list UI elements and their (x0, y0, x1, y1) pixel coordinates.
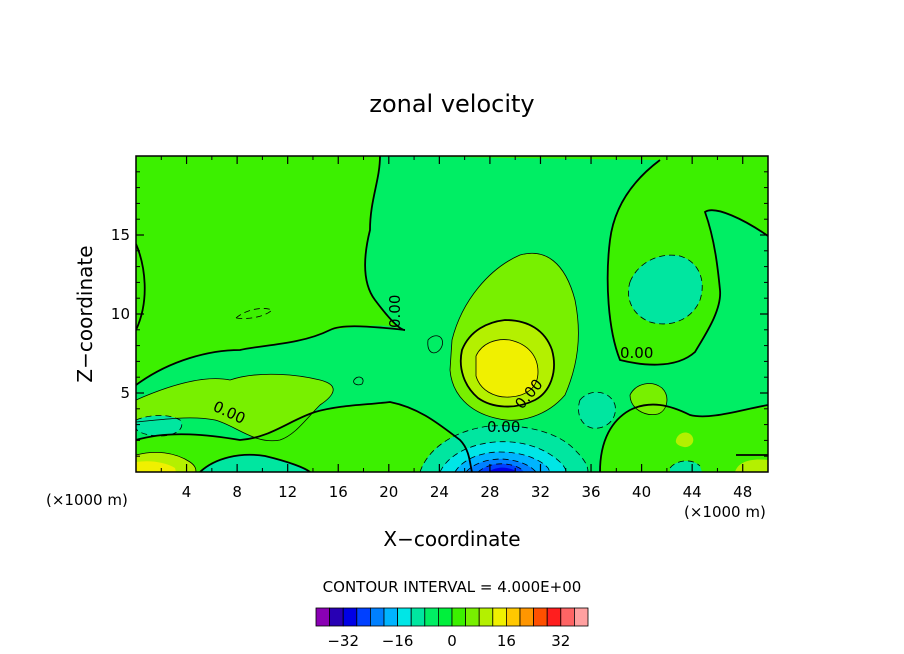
colorbar-tick-label: −32 (327, 632, 359, 650)
y-tick-label: 15 (111, 226, 130, 244)
mid-left-lobe (136, 374, 334, 441)
upper-light-band (136, 156, 768, 385)
patch-right-2 (675, 432, 694, 448)
contour-label: 0.00 (386, 295, 404, 328)
positive-lobe-core (476, 339, 538, 398)
colorbar-swatch (424, 607, 439, 627)
colorbar-swatch (560, 607, 575, 627)
x-tick-label: 16 (329, 483, 348, 501)
x-tick-label: 48 (733, 483, 752, 501)
colorbar-swatch (410, 607, 426, 627)
contour-label: 0.00 (487, 418, 520, 436)
patch-right-3 (670, 460, 702, 472)
colorbar: −32 −16 0 16 32 (315, 607, 589, 650)
colorbar-swatch (329, 607, 344, 627)
colorbar-tick-label: 16 (497, 632, 516, 650)
x-tick-label: 8 (232, 483, 242, 501)
colorbar-swatch (465, 607, 480, 627)
colorbar-swatch (546, 607, 562, 627)
x-unit-left: (×1000 m) (46, 491, 128, 509)
colorbar-tick-label: 0 (447, 632, 457, 650)
colorbar-tick-label: −16 (382, 632, 414, 650)
contour-label: 0.00 (620, 344, 653, 362)
colorbar-swatch (342, 607, 358, 627)
surface-trough-left (200, 454, 310, 472)
colorbar-swatch (451, 607, 467, 627)
x-tick-label: 12 (278, 483, 297, 501)
negative-pocket (628, 255, 703, 324)
x-ticks: 4 8 12 16 20 24 28 32 36 40 44 48 (160, 156, 752, 501)
x-unit-right: (×1000 m) (684, 503, 766, 521)
colorbar-swatch (437, 607, 453, 627)
y-ticks: 5 10 15 (111, 171, 768, 457)
x-tick-label: 40 (632, 483, 651, 501)
y-tick-label: 5 (120, 384, 130, 402)
contour-interval-text: CONTOUR INTERVAL = 4.000E+00 (323, 578, 582, 596)
colorbar-swatch (383, 607, 399, 627)
x-tick-label: 24 (430, 483, 449, 501)
colorbar-swatch (533, 607, 548, 627)
patch-right-5 (578, 392, 616, 429)
y-tick-label: 10 (111, 305, 130, 323)
colorbar-swatch (505, 607, 521, 627)
lower-light-band (136, 402, 472, 472)
colorbar-swatch (574, 607, 589, 627)
surface-max-core (136, 461, 176, 472)
x-tick-label: 36 (581, 483, 600, 501)
x-tick-label: 44 (683, 483, 702, 501)
negative-contour-lines (136, 254, 703, 472)
chart-title: zonal velocity (369, 90, 534, 118)
x-tick-label: 28 (480, 483, 499, 501)
jet-level-6 (488, 467, 516, 472)
x-tick-label: 20 (379, 483, 398, 501)
colorbar-swatch (397, 607, 412, 627)
x-tick-label: 4 (182, 483, 192, 501)
y-axis-label: Z−coordinate (73, 245, 97, 382)
colorbar-tick-label: 32 (551, 632, 570, 650)
colorbar-swatch (492, 607, 507, 627)
colorbar-swatch (478, 607, 494, 627)
colorbar-swatch (519, 607, 535, 627)
colorbar-swatch (315, 607, 331, 627)
thin-contour-lines (136, 252, 668, 472)
x-tick-label: 32 (531, 483, 550, 501)
colorbar-swatch (369, 607, 385, 627)
plot-area (136, 156, 768, 472)
colorbar-swatch (356, 607, 371, 627)
x-axis-label: X−coordinate (383, 527, 520, 551)
